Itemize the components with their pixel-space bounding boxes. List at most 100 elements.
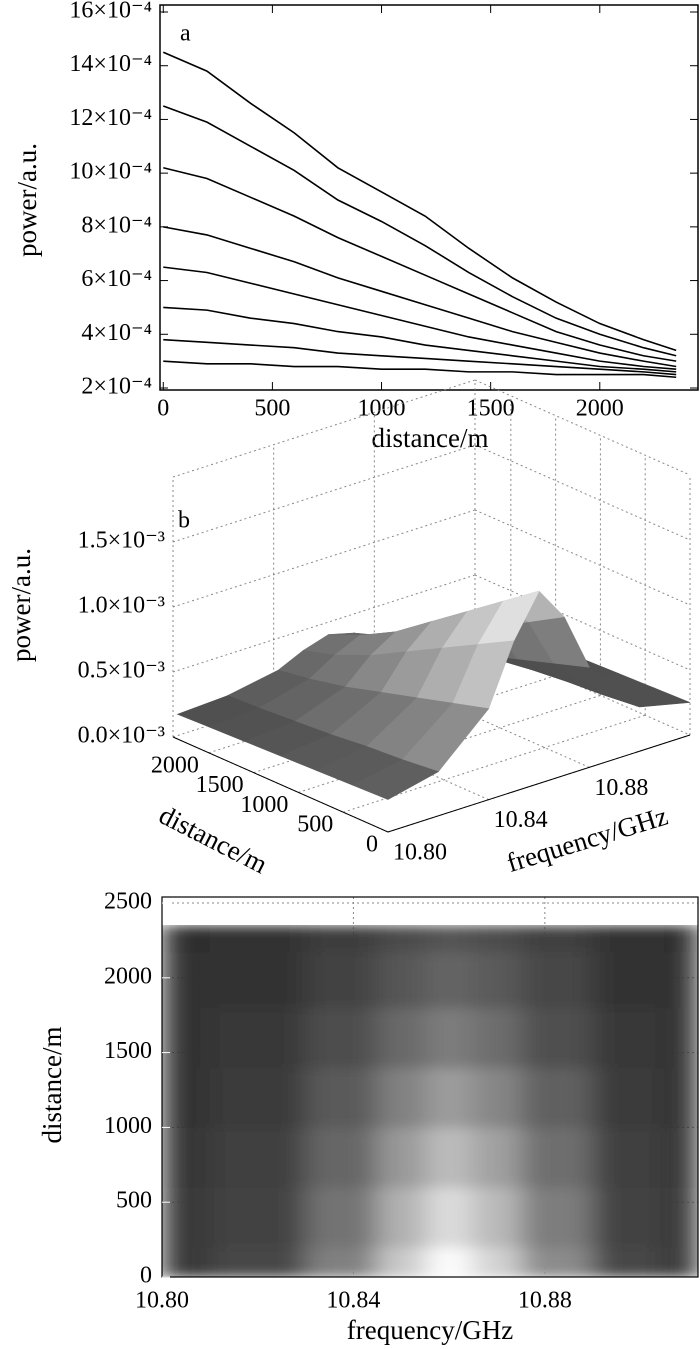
heatmap-cell: [520, 1127, 594, 1188]
trace: [162, 51, 677, 352]
z-tick-label: 0.0×10⁻³: [78, 723, 165, 749]
heatmap-cell: [473, 925, 522, 953]
heatmap-cell: [209, 1067, 307, 1128]
heatmap-cell: [473, 951, 522, 1009]
axis-line: [172, 736, 389, 833]
heatmap-cell: [664, 1127, 698, 1188]
heatmap-cell: [305, 1007, 378, 1069]
heatmap-cell: [520, 1247, 594, 1277]
trace: [163, 360, 677, 379]
heatmap-cell: [162, 1007, 211, 1069]
heatmap-cell: [520, 951, 594, 1009]
surface: [176, 590, 691, 800]
heatmap-cell: [377, 1127, 426, 1188]
heatmap-cell: [425, 951, 474, 1009]
y-tick-label: 0: [140, 1263, 152, 1289]
trace: [163, 166, 677, 362]
box-edge: [474, 379, 691, 476]
surface-patch: [351, 759, 440, 800]
heatmap-cell: [162, 1247, 211, 1277]
plot-frame: [159, 4, 699, 391]
y-tick-label: 6×10⁻⁴: [81, 266, 152, 292]
heatmap-cell: [162, 1187, 211, 1248]
grid-line: [474, 574, 691, 671]
heatmap-cell: [520, 1007, 594, 1069]
y-axis-label: distance/m: [37, 1027, 67, 1144]
heatmap-cell: [305, 1127, 378, 1188]
heatmap-cell: [305, 951, 378, 1009]
heatmap-cell: [425, 1187, 474, 1248]
heatmap-cell: [592, 1127, 665, 1188]
heatmap-cell: [377, 1187, 426, 1248]
axis-line: [387, 734, 691, 833]
heatmap-cell: [162, 1067, 211, 1128]
plot-frame: [161, 896, 699, 1278]
y-tick-label: 500: [116, 1188, 152, 1214]
x-tick-label: 10.84: [494, 807, 548, 833]
z-tick-label: 1.5×10⁻³: [78, 528, 165, 554]
heatmap-cell: [425, 1067, 474, 1128]
heatmap-cell: [162, 925, 211, 953]
grid-line: [172, 509, 476, 608]
y-tick-label: 0: [366, 832, 378, 858]
trace: [162, 105, 677, 357]
x-tick-label: 10.84: [326, 1288, 380, 1314]
y-axis-label: power/a.u.: [12, 143, 42, 257]
heatmap-cell: [377, 1247, 426, 1277]
x-axis-label: frequency/GHz: [347, 1315, 513, 1345]
heatmap-cell: [473, 1067, 522, 1128]
heatmap-cell: [592, 925, 665, 953]
heatmap-cell: [592, 1247, 665, 1277]
trace: [163, 306, 677, 373]
heatmap-clip: [162, 925, 698, 1277]
heatmap-cell: [305, 1187, 378, 1248]
heatmap-cell: [473, 1127, 522, 1188]
heatmap-cell: [377, 951, 426, 1009]
heatmap-cell: [305, 1067, 378, 1128]
heatmap-cell: [592, 1187, 665, 1248]
heatmap-cell: [592, 951, 665, 1009]
x-tick-label: 10.88: [594, 775, 648, 801]
grid-line: [474, 639, 691, 736]
z-tick-label: 1.0×10⁻³: [78, 593, 165, 619]
heatmap-cell: [425, 1247, 474, 1277]
y-tick-label: 10×10⁻⁴: [69, 159, 152, 185]
x-tick-label: 1000: [358, 396, 406, 422]
x-tick-label: 10.80: [135, 1288, 189, 1314]
heatmap-cell: [664, 1247, 698, 1277]
y-tick-label: 1500: [196, 772, 244, 798]
heatmap-cell: [473, 1187, 522, 1248]
y-tick-label: 2×10⁻⁴: [81, 374, 152, 400]
trace: [163, 338, 677, 376]
y-tick-label: 2000: [151, 752, 199, 778]
panel-label: b: [178, 508, 190, 534]
y-tick-label: 1500: [104, 1038, 152, 1064]
heatmap-cell: [473, 1007, 522, 1069]
heatmap-cell: [664, 1007, 698, 1069]
heatmap-cell: [664, 1187, 698, 1248]
grid-line: [474, 444, 691, 541]
heatmap-cell: [162, 1127, 211, 1188]
heatmap-cell: [425, 1007, 474, 1069]
x-tick-label: 0: [157, 396, 169, 422]
y-tick-label: 12×10⁻⁴: [69, 105, 152, 131]
heatmap-cell: [209, 1127, 307, 1188]
y-tick-label: 500: [297, 812, 333, 838]
heatmap-cell: [664, 951, 698, 1009]
x-tick-label: 500: [254, 396, 290, 422]
y-tick-label: 14×10⁻⁴: [69, 51, 152, 77]
heatmap-cell: [209, 951, 307, 1009]
x-tick-label: 10.88: [518, 1288, 572, 1314]
heatmap-cell: [592, 1067, 665, 1128]
grid-line: [172, 444, 476, 543]
heatmap-cell: [209, 1247, 307, 1277]
heatmap-cell: [209, 1007, 307, 1069]
panel-label: c: [176, 899, 187, 925]
heatmap-cell: [473, 1247, 522, 1277]
heatmap-cell: [425, 925, 474, 953]
x-tick-label: 2000: [576, 396, 624, 422]
heatmap-cell: [209, 1187, 307, 1248]
heatmap-cell: [162, 951, 211, 1009]
heatmap-cell: [520, 1067, 594, 1128]
grid-line: [474, 509, 691, 606]
